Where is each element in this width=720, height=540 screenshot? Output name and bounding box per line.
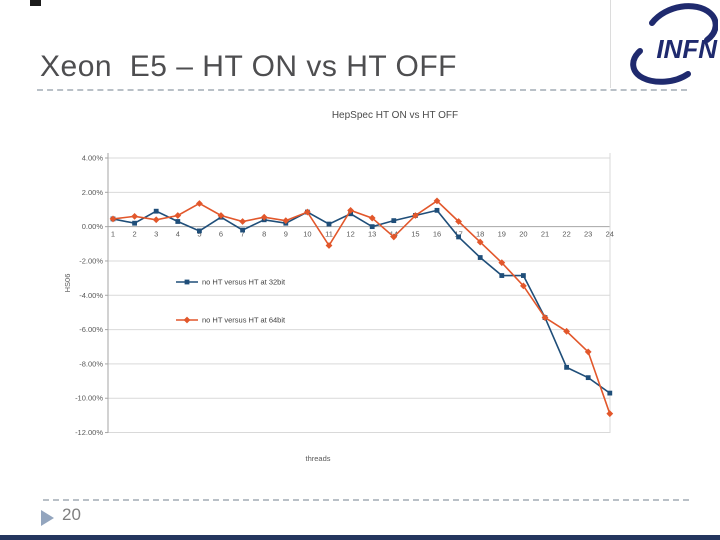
series-line-32bit: [112, 209, 611, 394]
series-marker-64bit: [433, 197, 441, 205]
series-marker-64bit: [325, 242, 333, 249]
y-tick-label: 4.00%: [82, 154, 104, 163]
series-marker-32bit: [391, 218, 397, 224]
series-marker-32bit: [499, 273, 505, 278]
infn-logo-arc-bottom: [630, 48, 691, 85]
y-tick-label: -12.00%: [75, 428, 103, 437]
x-tick-label: 5: [197, 230, 201, 239]
series-line-64bit: [112, 199, 611, 414]
series-marker-32bit: [197, 228, 202, 234]
series-marker-64bit: [109, 215, 117, 223]
x-tick-label: 15: [411, 230, 419, 239]
series-marker-64bit: [541, 314, 549, 321]
series-marker-64bit: [282, 217, 290, 225]
series-marker-32bit: [434, 207, 440, 213]
x-tick-label: 16: [433, 230, 441, 239]
x-tick-label: 8: [262, 230, 266, 239]
header-vertical-rule: [610, 0, 611, 88]
series-marker-64bit: [455, 218, 462, 225]
series-marker-64bit: [584, 348, 592, 356]
infn-logo-arc-top: [649, 3, 718, 43]
y-tick-label: -6.00%: [79, 325, 103, 334]
series-marker-64bit: [131, 212, 138, 220]
legend-label: no HT versus HT at 64bit: [202, 316, 286, 325]
y-tick-label: 0.00%: [82, 222, 104, 231]
footer-divider: [43, 499, 689, 501]
series-marker-32bit: [326, 221, 332, 227]
title-divider: [37, 89, 687, 91]
series-marker-32bit: [564, 364, 569, 370]
series-marker-64bit: [368, 214, 376, 222]
x-tick-label: 23: [584, 230, 592, 239]
series-marker-32bit: [132, 220, 137, 226]
x-axis-title: threads: [305, 454, 330, 463]
series-marker-32bit: [585, 375, 591, 381]
series-marker-64bit: [239, 218, 246, 225]
series-marker-64bit: [412, 212, 419, 219]
series-marker-32bit: [456, 234, 461, 240]
x-tick-label: 9: [284, 230, 288, 239]
series-marker-64bit: [217, 212, 225, 219]
x-tick-label: 4: [176, 230, 180, 239]
y-tick-label: -4.00%: [79, 291, 103, 300]
x-tick-label: 7: [241, 230, 245, 239]
legend-label: no HT versus HT at 32bit: [202, 278, 286, 287]
infn-logo-text: INFN: [656, 34, 718, 64]
y-tick-label: -10.00%: [75, 394, 103, 403]
slide-title: Xeon E5 – HT ON vs HT OFF: [40, 50, 458, 83]
y-axis-title: HS06: [63, 274, 72, 293]
x-tick-label: 3: [154, 230, 158, 239]
x-tick-label: 6: [219, 230, 223, 239]
series-marker-64bit: [152, 216, 160, 224]
y-tick-label: 2.00%: [82, 188, 104, 197]
series-marker-64bit: [606, 410, 614, 418]
series-marker-32bit: [240, 227, 245, 233]
x-tick-label: 1: [111, 230, 115, 239]
x-tick-label: 17: [454, 230, 462, 239]
x-tick-label: 22: [562, 230, 570, 239]
series-marker-64bit: [260, 213, 268, 221]
x-tick-label: 13: [368, 230, 376, 239]
series-marker-64bit: [563, 327, 570, 335]
page-number: 20: [62, 505, 81, 524]
series-marker-64bit: [476, 238, 484, 246]
x-tick-label: 2: [133, 230, 137, 239]
x-tick-label: 21: [541, 230, 549, 239]
y-tick-label: -2.00%: [79, 256, 103, 265]
y-tick-label: -8.00%: [79, 359, 103, 368]
series-marker-64bit: [196, 200, 203, 207]
series-marker-32bit: [153, 208, 159, 214]
series-marker-32bit: [477, 255, 483, 260]
series-marker-64bit: [347, 206, 354, 214]
infn-logo: INFN: [630, 3, 718, 85]
x-tick-label: 12: [346, 230, 354, 239]
x-tick-label: 10: [303, 230, 311, 239]
x-tick-label: 11: [325, 230, 333, 239]
series-marker-64bit: [174, 212, 182, 219]
series-marker-32bit: [607, 390, 613, 396]
series-marker-64bit: [498, 259, 506, 267]
series-marker-32bit: [521, 273, 526, 278]
x-tick-label: 18: [476, 230, 484, 239]
footer-arrow-icon: [41, 510, 54, 526]
series-marker-64bit: [304, 208, 311, 216]
top-edge-mark: [30, 0, 41, 6]
bottom-accent-bar: [0, 535, 720, 540]
series-marker-64bit: [390, 233, 398, 241]
legend-marker: [184, 279, 190, 285]
x-tick-label: 20: [519, 230, 527, 239]
x-tick-label: 19: [498, 230, 506, 239]
x-tick-label: 24: [606, 230, 614, 239]
series-marker-64bit: [520, 282, 527, 290]
legend-marker: [183, 316, 191, 324]
series-marker-32bit: [348, 211, 353, 217]
series-marker-32bit: [369, 224, 375, 230]
series-marker-32bit: [175, 219, 181, 224]
chart-title: HepSpec HT ON vs HT OFF: [332, 110, 458, 121]
